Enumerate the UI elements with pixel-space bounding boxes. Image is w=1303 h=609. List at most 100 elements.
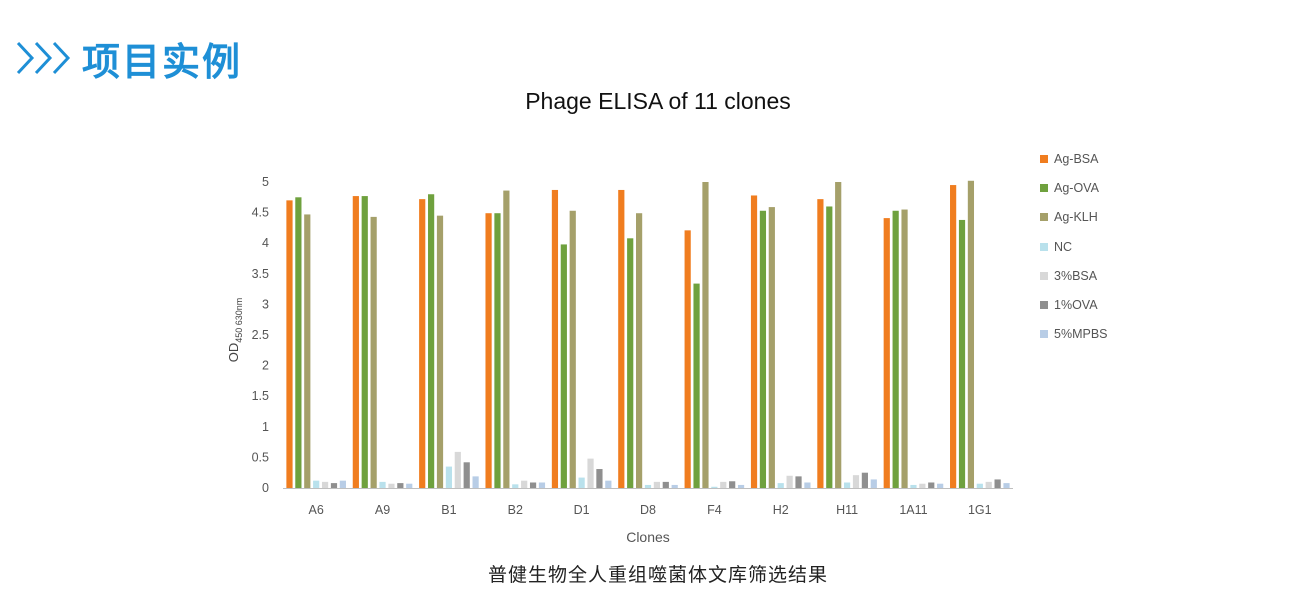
y-tick-label: 3.5 bbox=[252, 267, 269, 281]
bar-3-bsa-b1 bbox=[454, 451, 461, 488]
y-tick-label: 1.5 bbox=[252, 389, 269, 403]
bar-ag-klh-1g1 bbox=[967, 180, 975, 488]
bar-1-ova-h2 bbox=[795, 476, 802, 488]
bar-ag-klh-a9 bbox=[370, 216, 377, 488]
bar-ag-klh-d1 bbox=[569, 210, 576, 488]
bar-1-ova-d1 bbox=[596, 469, 603, 488]
legend-item: Ag-KLH bbox=[1040, 203, 1108, 232]
legend-swatch bbox=[1040, 271, 1048, 280]
bar-3-bsa-a9 bbox=[388, 483, 395, 488]
x-tick-label: B2 bbox=[508, 503, 523, 517]
bar-5-mpbs-b1 bbox=[472, 476, 479, 488]
bar-ag-klh-a6 bbox=[304, 214, 311, 488]
bar-5-mpbs-d8 bbox=[671, 484, 678, 488]
legend-swatch bbox=[1040, 242, 1048, 251]
bar-3-bsa-1a11 bbox=[919, 483, 926, 488]
bar-ag-ova-a9 bbox=[361, 196, 368, 489]
bar-3-bsa-f4 bbox=[720, 481, 727, 488]
y-tick-label: 2 bbox=[262, 359, 269, 373]
bar-ag-klh-d8 bbox=[636, 213, 643, 488]
bar-ag-bsa-a6 bbox=[286, 200, 293, 489]
y-tick-label: 3 bbox=[262, 297, 269, 311]
legend-label: Ag-BSA bbox=[1054, 151, 1099, 166]
legend-label: Ag-KLH bbox=[1054, 210, 1098, 225]
x-tick-label: H2 bbox=[773, 503, 789, 517]
bar-ag-bsa-a9 bbox=[352, 196, 359, 489]
x-tick-label: H11 bbox=[836, 503, 858, 517]
section-header: 项目实例 bbox=[14, 30, 242, 86]
bar-3-bsa-a6 bbox=[321, 481, 329, 488]
bar-5-mpbs-d1 bbox=[605, 480, 612, 488]
bar-1-ova-a9 bbox=[397, 483, 404, 488]
x-tick-label: 1G1 bbox=[968, 503, 992, 517]
bar-nc-1a11 bbox=[910, 484, 917, 488]
x-tick-label: D1 bbox=[574, 503, 590, 517]
legend-swatch bbox=[1040, 213, 1048, 222]
bar-nc-1g1 bbox=[976, 483, 983, 488]
bar-ag-ova-d8 bbox=[627, 238, 634, 488]
bar-3-bsa-d1 bbox=[587, 458, 594, 488]
bar-1-ova-d8 bbox=[662, 481, 669, 488]
legend-label: 1%OVA bbox=[1054, 298, 1098, 313]
bar-5-mpbs-h2 bbox=[804, 482, 811, 488]
y-axis-label-main: OD bbox=[226, 343, 241, 363]
triple-chevron-right-icon bbox=[14, 40, 76, 76]
bar-ag-klh-h2 bbox=[768, 207, 775, 489]
legend-label: 3%BSA bbox=[1054, 268, 1098, 283]
y-tick-label: 5 bbox=[262, 175, 269, 189]
bar-nc-d8 bbox=[644, 484, 652, 488]
x-axis-label: Clones bbox=[626, 529, 670, 545]
legend-item: Ag-BSA bbox=[1040, 144, 1108, 173]
bar-1-ova-a6 bbox=[330, 483, 338, 488]
bar-ag-ova-1a11 bbox=[892, 210, 899, 488]
bar-ag-ova-f4 bbox=[693, 283, 700, 488]
bar-nc-a6 bbox=[313, 480, 320, 488]
bar-3-bsa-1g1 bbox=[985, 481, 992, 488]
bar-1-ova-h11 bbox=[861, 472, 868, 488]
bar-nc-f4 bbox=[711, 486, 718, 488]
legend-swatch bbox=[1040, 183, 1048, 192]
y-tick-label: 2.5 bbox=[252, 328, 269, 342]
bar-5-mpbs-1g1 bbox=[1003, 483, 1010, 488]
bar-3-bsa-h2 bbox=[786, 475, 793, 488]
bar-ag-ova-h11 bbox=[826, 206, 833, 489]
bar-ag-ova-b2 bbox=[494, 213, 501, 488]
bar-nc-d1 bbox=[578, 477, 585, 488]
bar-ag-ova-h2 bbox=[759, 210, 767, 488]
bar-ag-bsa-1a11 bbox=[883, 218, 890, 488]
bar-5-mpbs-1a11 bbox=[937, 483, 944, 488]
bar-5-mpbs-b2 bbox=[538, 482, 546, 488]
y-tick-label: 1 bbox=[262, 420, 269, 434]
x-tick-label: B1 bbox=[441, 503, 456, 517]
bar-1-ova-f4 bbox=[729, 481, 736, 488]
x-tick-label: D8 bbox=[640, 503, 656, 517]
bar-ag-bsa-1g1 bbox=[950, 185, 957, 488]
legend-item: 3%BSA bbox=[1040, 261, 1108, 290]
bar-ag-ova-a6 bbox=[295, 197, 302, 489]
bar-1-ova-1a11 bbox=[928, 482, 935, 488]
y-tick-label: 0.5 bbox=[252, 450, 269, 464]
bar-5-mpbs-a6 bbox=[339, 480, 346, 488]
figure-caption: 普健生物全人重组噬菌体文库筛选结果 bbox=[487, 564, 828, 586]
legend-swatch bbox=[1040, 301, 1048, 310]
bar-nc-a9 bbox=[379, 481, 386, 488]
y-axis-label-subscript: 450 630nm bbox=[234, 298, 244, 343]
chart-legend: Ag-BSA Ag-OVA Ag-KLH NC 3%BSA 1%OVA 5%MPBS bbox=[1040, 144, 1108, 349]
bar-ag-bsa-b1 bbox=[419, 199, 426, 489]
bar-ag-klh-b1 bbox=[436, 215, 444, 488]
bar-ag-klh-f4 bbox=[702, 182, 709, 488]
legend-swatch bbox=[1040, 330, 1048, 339]
bar-1-ova-1g1 bbox=[994, 479, 1001, 488]
legend-swatch bbox=[1040, 154, 1048, 163]
legend-item: 1%OVA bbox=[1040, 290, 1108, 319]
chart-title: Phage ELISA of 11 clones bbox=[525, 88, 791, 114]
bar-5-mpbs-f4 bbox=[737, 484, 745, 488]
bar-3-bsa-d8 bbox=[653, 481, 660, 488]
bar-ag-bsa-d8 bbox=[618, 189, 625, 488]
x-tick-label: A6 bbox=[309, 503, 324, 517]
bar-ag-klh-h11 bbox=[835, 182, 842, 488]
y-tick-label: 4.5 bbox=[252, 206, 269, 220]
legend-label: 5%MPBS bbox=[1054, 327, 1108, 342]
bar-ag-ova-b1 bbox=[428, 194, 435, 489]
